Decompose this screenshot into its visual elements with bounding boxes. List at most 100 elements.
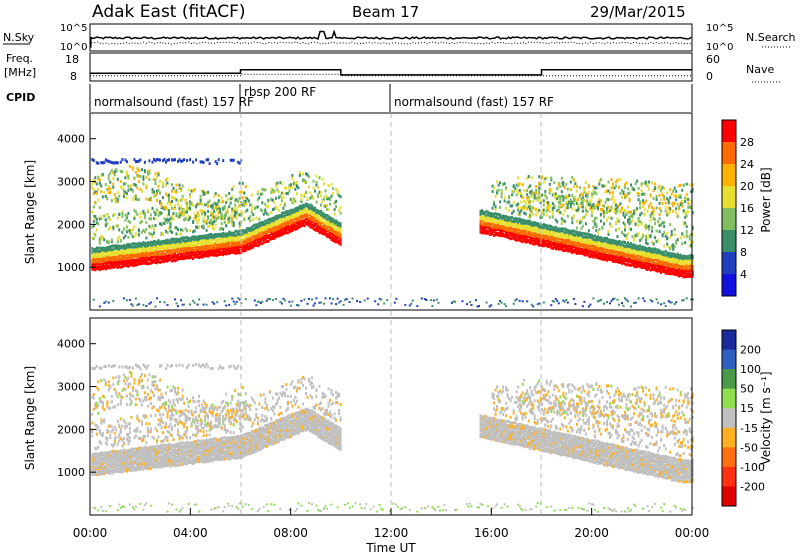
echo-cell bbox=[217, 215, 220, 219]
echo-cell bbox=[575, 251, 578, 255]
echo-cell bbox=[122, 246, 125, 250]
echo-cell bbox=[550, 243, 553, 247]
echo-cell bbox=[156, 258, 158, 262]
echo-cell bbox=[267, 228, 270, 232]
echo-cell bbox=[318, 215, 321, 219]
echo-cell bbox=[487, 213, 490, 216]
echo-cell bbox=[532, 226, 535, 230]
echo-cell bbox=[172, 245, 175, 249]
echo-cell bbox=[548, 243, 551, 247]
echo-cell bbox=[553, 226, 556, 230]
echo-cell bbox=[554, 192, 557, 196]
echo-cell bbox=[219, 207, 222, 211]
echo-cell bbox=[506, 215, 509, 219]
echo-cell bbox=[271, 219, 274, 223]
echo-cell bbox=[192, 203, 195, 207]
echo-cell bbox=[494, 208, 497, 212]
echo-cell bbox=[198, 237, 201, 241]
echo-cell bbox=[643, 254, 646, 258]
echo-cell bbox=[642, 261, 645, 265]
echo-cell bbox=[142, 259, 145, 263]
echo-cell bbox=[247, 216, 250, 220]
echo-cell bbox=[496, 189, 499, 193]
echo-cell bbox=[559, 211, 562, 215]
echo-cell bbox=[288, 220, 291, 224]
echo-cell bbox=[220, 242, 223, 246]
echo-cell bbox=[174, 226, 176, 230]
echo-cell bbox=[149, 240, 152, 244]
echo-cell bbox=[131, 189, 134, 193]
echo-cell bbox=[213, 220, 216, 223]
echo-cell bbox=[670, 244, 673, 248]
echo-cell bbox=[101, 254, 104, 258]
echo-cell bbox=[323, 197, 325, 201]
echo-cell bbox=[100, 451, 103, 455]
echo-cell bbox=[196, 240, 199, 244]
echo-cell bbox=[100, 459, 103, 463]
echo-cell bbox=[271, 237, 274, 240]
echo-cell bbox=[592, 226, 595, 229]
echo-cell bbox=[116, 161, 119, 165]
echo-cell bbox=[637, 186, 640, 190]
echo-cell bbox=[101, 251, 104, 255]
echo-cell bbox=[94, 507, 97, 510]
echo-cell bbox=[279, 221, 282, 225]
echo-cell bbox=[335, 199, 338, 203]
echo-cell bbox=[174, 196, 176, 200]
echo-cell bbox=[529, 236, 532, 240]
echo-cell bbox=[142, 261, 145, 265]
echo-cell bbox=[148, 171, 151, 175]
echo-cell bbox=[628, 252, 631, 256]
echo-cell bbox=[143, 251, 146, 255]
echo-cell bbox=[100, 246, 103, 250]
echo-cell bbox=[106, 251, 109, 255]
echo-cell bbox=[286, 227, 289, 231]
echo-cell bbox=[633, 261, 636, 265]
echo-cell bbox=[484, 223, 487, 226]
echo-cell bbox=[660, 188, 663, 192]
echo-cell bbox=[314, 302, 316, 305]
echo-cell bbox=[211, 203, 214, 207]
echo-cell bbox=[627, 232, 629, 236]
echo-cell bbox=[526, 193, 529, 197]
echo-cell bbox=[249, 203, 252, 207]
echo-cell bbox=[195, 239, 198, 243]
echo-cell bbox=[478, 305, 480, 307]
echo-cell bbox=[575, 226, 578, 230]
echo-cell bbox=[542, 231, 545, 235]
echo-cell bbox=[581, 193, 584, 196]
echo-cell bbox=[533, 223, 536, 227]
echo-cell bbox=[675, 194, 678, 198]
echo-cell bbox=[315, 208, 318, 212]
echo-cell bbox=[125, 170, 128, 174]
echo-cell bbox=[339, 206, 342, 210]
echo-cell bbox=[598, 249, 601, 253]
echo-cell bbox=[500, 224, 503, 228]
echo-cell bbox=[655, 298, 658, 301]
echo-cell bbox=[259, 239, 262, 243]
echo-cell bbox=[661, 268, 664, 272]
echo-cell bbox=[592, 237, 595, 241]
echo-cell bbox=[324, 189, 327, 193]
echo-cell bbox=[663, 262, 666, 266]
echo-cell bbox=[214, 206, 217, 209]
echo-cell bbox=[127, 261, 130, 265]
echo-cell bbox=[277, 214, 280, 218]
echo-cell bbox=[565, 235, 568, 239]
echo-cell bbox=[250, 244, 253, 247]
echo-cell bbox=[165, 218, 167, 222]
echo-cell bbox=[685, 214, 688, 218]
echo-cell bbox=[163, 217, 166, 221]
echo-cell bbox=[305, 217, 307, 221]
echo-cell bbox=[154, 249, 157, 253]
echo-cell bbox=[568, 234, 571, 238]
echo-cell bbox=[593, 253, 596, 257]
echo-cell bbox=[303, 224, 306, 228]
echo-cell bbox=[673, 233, 676, 237]
echo-cell bbox=[160, 205, 163, 209]
echo-cell bbox=[645, 241, 648, 245]
echo-cell bbox=[557, 302, 560, 305]
echo-cell bbox=[499, 213, 502, 217]
echo-cell bbox=[127, 188, 130, 192]
echo-cell bbox=[324, 213, 327, 217]
